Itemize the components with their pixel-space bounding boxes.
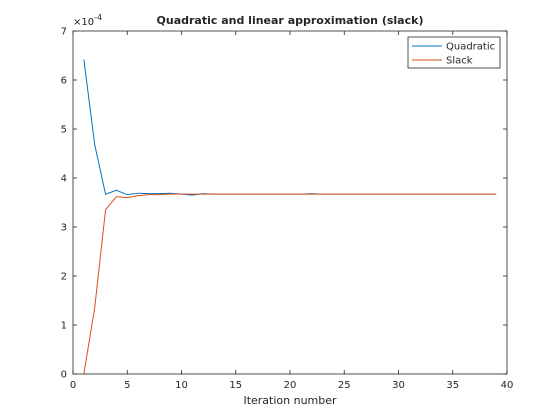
plot-area bbox=[73, 31, 507, 374]
x-axis-label: Iteration number bbox=[243, 394, 337, 407]
x-tick-label: 35 bbox=[446, 380, 459, 391]
y-exponent-base: ×10 bbox=[73, 17, 94, 28]
svg-text:×10-4: ×10-4 bbox=[73, 13, 102, 28]
legend-label-quadratic: Quadratic bbox=[446, 42, 495, 53]
series-layer bbox=[83, 59, 497, 375]
chart-title: Quadratic and linear approximation (slac… bbox=[157, 14, 424, 27]
y-tick-label: 0 bbox=[61, 370, 67, 381]
y-tick-label: 7 bbox=[61, 27, 67, 38]
y-tick-label: 6 bbox=[61, 76, 67, 87]
x-tick-label: 25 bbox=[338, 380, 351, 391]
y-tick-label: 5 bbox=[61, 125, 67, 136]
x-tick-label: 40 bbox=[501, 380, 514, 391]
series-line-slack bbox=[83, 193, 497, 375]
legend-label-slack: Slack bbox=[446, 56, 473, 67]
y-tick-label: 2 bbox=[61, 272, 67, 283]
y-tick-label: 1 bbox=[61, 321, 67, 332]
x-tick-label: 30 bbox=[392, 380, 405, 391]
ticks-layer: 0 5 10 15 20 25 30 35 40 0 1 2 3 4 5 6 7 bbox=[61, 27, 514, 392]
y-tick-label: 3 bbox=[61, 223, 67, 234]
legend-box bbox=[407, 36, 501, 69]
y-exponent: ×10-4 bbox=[73, 13, 102, 28]
x-tick-label: 20 bbox=[284, 380, 297, 391]
x-tick-label: 10 bbox=[175, 380, 188, 391]
y-exponent-power: -4 bbox=[94, 13, 102, 22]
x-tick-label: 5 bbox=[124, 380, 130, 391]
legend: Quadratic Slack bbox=[407, 36, 501, 69]
y-tick-label: 4 bbox=[61, 174, 67, 185]
x-tick-label: 0 bbox=[70, 380, 76, 391]
x-tick-label: 15 bbox=[229, 380, 242, 391]
